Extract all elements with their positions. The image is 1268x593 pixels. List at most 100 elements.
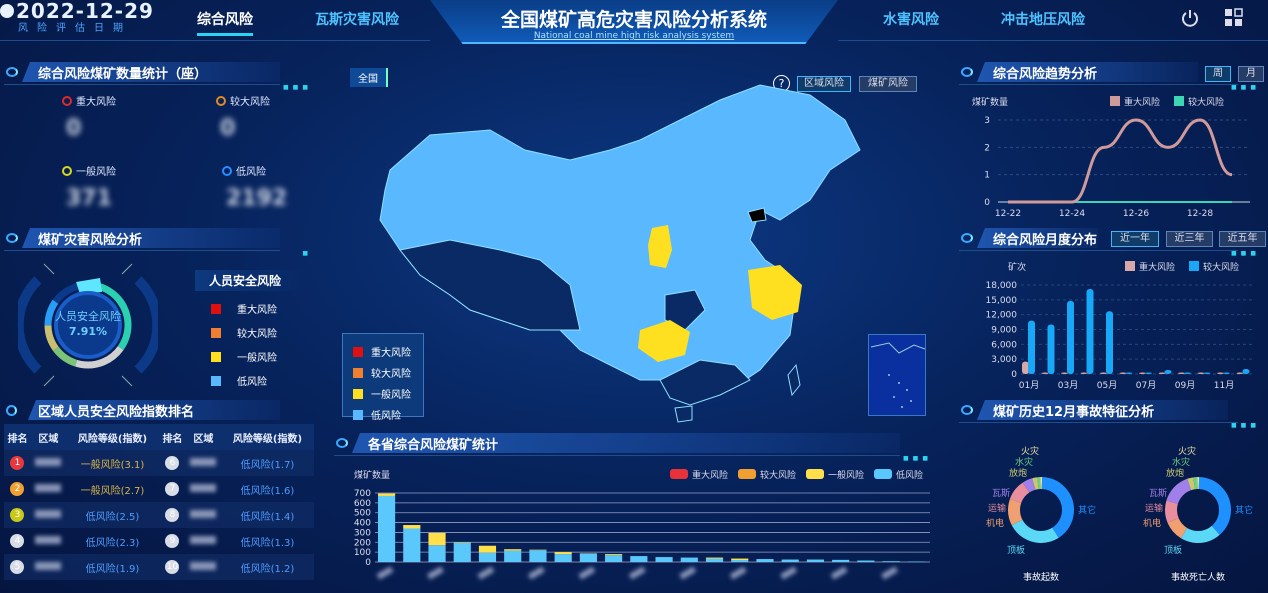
bar[interactable] xyxy=(1178,372,1185,375)
power-icon[interactable] xyxy=(1180,8,1200,28)
bar[interactable] xyxy=(1086,288,1094,374)
bar[interactable] xyxy=(1041,372,1049,375)
bar[interactable] xyxy=(1158,372,1166,375)
map-region-dark-guangdong[interactable] xyxy=(659,359,751,406)
bar-segment[interactable] xyxy=(705,558,724,562)
table-row[interactable]: 4 低风险(2.3) 9 低风险(1.3) xyxy=(4,528,314,554)
bar-segment[interactable] xyxy=(832,559,850,562)
map-region-major-beijing[interactable] xyxy=(747,207,767,223)
last-3-years-button[interactable]: 近三年 xyxy=(1166,231,1213,247)
count-label: 一般风险 xyxy=(76,167,116,178)
bar[interactable] xyxy=(1217,372,1224,375)
last-5-years-button[interactable]: 近五年 xyxy=(1219,231,1266,247)
bar[interactable] xyxy=(1184,372,1191,375)
bar-segment[interactable] xyxy=(605,555,623,562)
tab-water-risk[interactable]: 水害风险 xyxy=(883,12,939,28)
map-region-dark-chongqing[interactable] xyxy=(664,289,706,331)
bar[interactable] xyxy=(1145,372,1152,375)
bar-segment[interactable] xyxy=(705,557,724,559)
bar-segment[interactable] xyxy=(453,542,471,562)
bar[interactable] xyxy=(1197,372,1205,375)
donut-slice[interactable] xyxy=(1008,477,1074,544)
table-row[interactable]: 1 一般风险(3.1) 6 低风险(1.7) xyxy=(4,450,314,476)
bar-segment[interactable] xyxy=(731,558,749,561)
bar-segment[interactable] xyxy=(630,556,648,562)
slice-label: 火灾 xyxy=(1021,445,1039,457)
grid-icon[interactable] xyxy=(1224,8,1244,28)
bar-segment[interactable] xyxy=(882,561,900,562)
map-region-dark-tibet[interactable] xyxy=(399,239,581,331)
bar-segment[interactable] xyxy=(504,550,522,562)
map-region-general-anhui-jiangsu[interactable] xyxy=(748,265,802,320)
mine-risk-button[interactable]: 煤矿风险 xyxy=(859,76,917,92)
donut-slice[interactable] xyxy=(1165,477,1231,544)
bar[interactable] xyxy=(1022,361,1029,374)
accident-donut-charts: 其它顶板机电运输瓦斯放炮水灾火灾事故起数其它顶板机电运输瓦斯放炮水灾火灾事故死亡… xyxy=(986,445,1253,583)
table-row[interactable]: 5 低风险(1.9) 10 低风险(1.2) xyxy=(4,554,314,580)
bar[interactable] xyxy=(1100,372,1107,375)
bar-segment[interactable] xyxy=(529,550,547,562)
bar-segment[interactable] xyxy=(403,528,421,562)
bar[interactable] xyxy=(1047,324,1055,374)
table-row[interactable]: 3 低风险(2.5) 8 低风险(1.4) xyxy=(4,502,314,528)
bar-segment[interactable] xyxy=(680,557,698,562)
bar-segment[interactable] xyxy=(504,549,522,551)
bar-segment[interactable] xyxy=(428,532,446,546)
bar[interactable] xyxy=(1203,372,1211,375)
donut-slice[interactable] xyxy=(1165,477,1231,544)
bar-segment[interactable] xyxy=(756,559,774,562)
week-button[interactable]: 周 xyxy=(1205,66,1231,82)
slice-label: 瓦斯 xyxy=(1149,487,1167,499)
map-region-dark-taiwan[interactable] xyxy=(787,363,801,397)
donut-slice[interactable] xyxy=(1165,477,1231,544)
bar[interactable] xyxy=(1125,372,1133,375)
region-name xyxy=(190,457,217,466)
donut-slice[interactable] xyxy=(1008,477,1074,544)
legend-label: 重大风险 xyxy=(371,348,411,359)
tab-gas-risk[interactable]: 瓦斯灾害风险 xyxy=(315,12,399,28)
bar-segment[interactable] xyxy=(554,552,572,555)
bar-segment[interactable] xyxy=(478,552,497,562)
column-header: 排名 xyxy=(4,424,31,450)
bar-segment[interactable] xyxy=(378,493,396,496)
map-region-dark-hainan[interactable] xyxy=(674,405,693,423)
legend-item: 低风险 xyxy=(353,407,423,422)
month-button[interactable]: 月 xyxy=(1238,66,1264,82)
breadcrumb-national[interactable]: 全国 xyxy=(350,68,388,87)
tab-rockburst-risk[interactable]: 冲击地压风险 xyxy=(1001,12,1085,28)
tab-comprehensive-risk[interactable]: 综合风险 xyxy=(197,9,253,36)
bar[interactable] xyxy=(1028,320,1035,374)
bar[interactable] xyxy=(1119,372,1127,375)
bar-segment[interactable] xyxy=(478,545,497,553)
table-row[interactable]: 2 一般风险(2.7) 7 低风险(1.6) xyxy=(4,476,314,502)
map-region-general-guizhou[interactable] xyxy=(638,320,690,362)
bar[interactable] xyxy=(1223,372,1230,375)
bar-segment[interactable] xyxy=(655,557,673,562)
map-region-general-shanxi[interactable] xyxy=(648,225,672,268)
bar-segment[interactable] xyxy=(554,554,572,562)
bar-segment[interactable] xyxy=(857,560,875,562)
china-risk-map[interactable] xyxy=(340,80,940,425)
legend-swatch xyxy=(670,469,688,479)
donut-slice[interactable] xyxy=(1008,477,1074,544)
bar[interactable] xyxy=(1067,300,1074,374)
bar-segment[interactable] xyxy=(403,525,421,529)
bar[interactable] xyxy=(1080,372,1088,375)
bar[interactable] xyxy=(1061,372,1068,375)
bar-segment[interactable] xyxy=(731,560,749,562)
bar-segment[interactable] xyxy=(428,545,446,562)
bar-segment[interactable] xyxy=(806,559,825,562)
bar-segment[interactable] xyxy=(781,559,799,562)
bar[interactable] xyxy=(1236,372,1244,375)
region-risk-button[interactable]: 区域风险 xyxy=(797,76,851,92)
bar[interactable] xyxy=(1139,372,1146,375)
y-tick-label: 0 xyxy=(1011,370,1017,380)
bar-segment[interactable] xyxy=(579,553,597,562)
last-1-year-button[interactable]: 近一年 xyxy=(1111,231,1159,247)
bar[interactable] xyxy=(1242,369,1250,374)
bar-segment[interactable] xyxy=(378,495,396,562)
bar[interactable] xyxy=(1106,311,1113,374)
bar-segment[interactable] xyxy=(605,554,623,556)
clock-icon xyxy=(0,4,14,18)
bar[interactable] xyxy=(1164,370,1172,374)
